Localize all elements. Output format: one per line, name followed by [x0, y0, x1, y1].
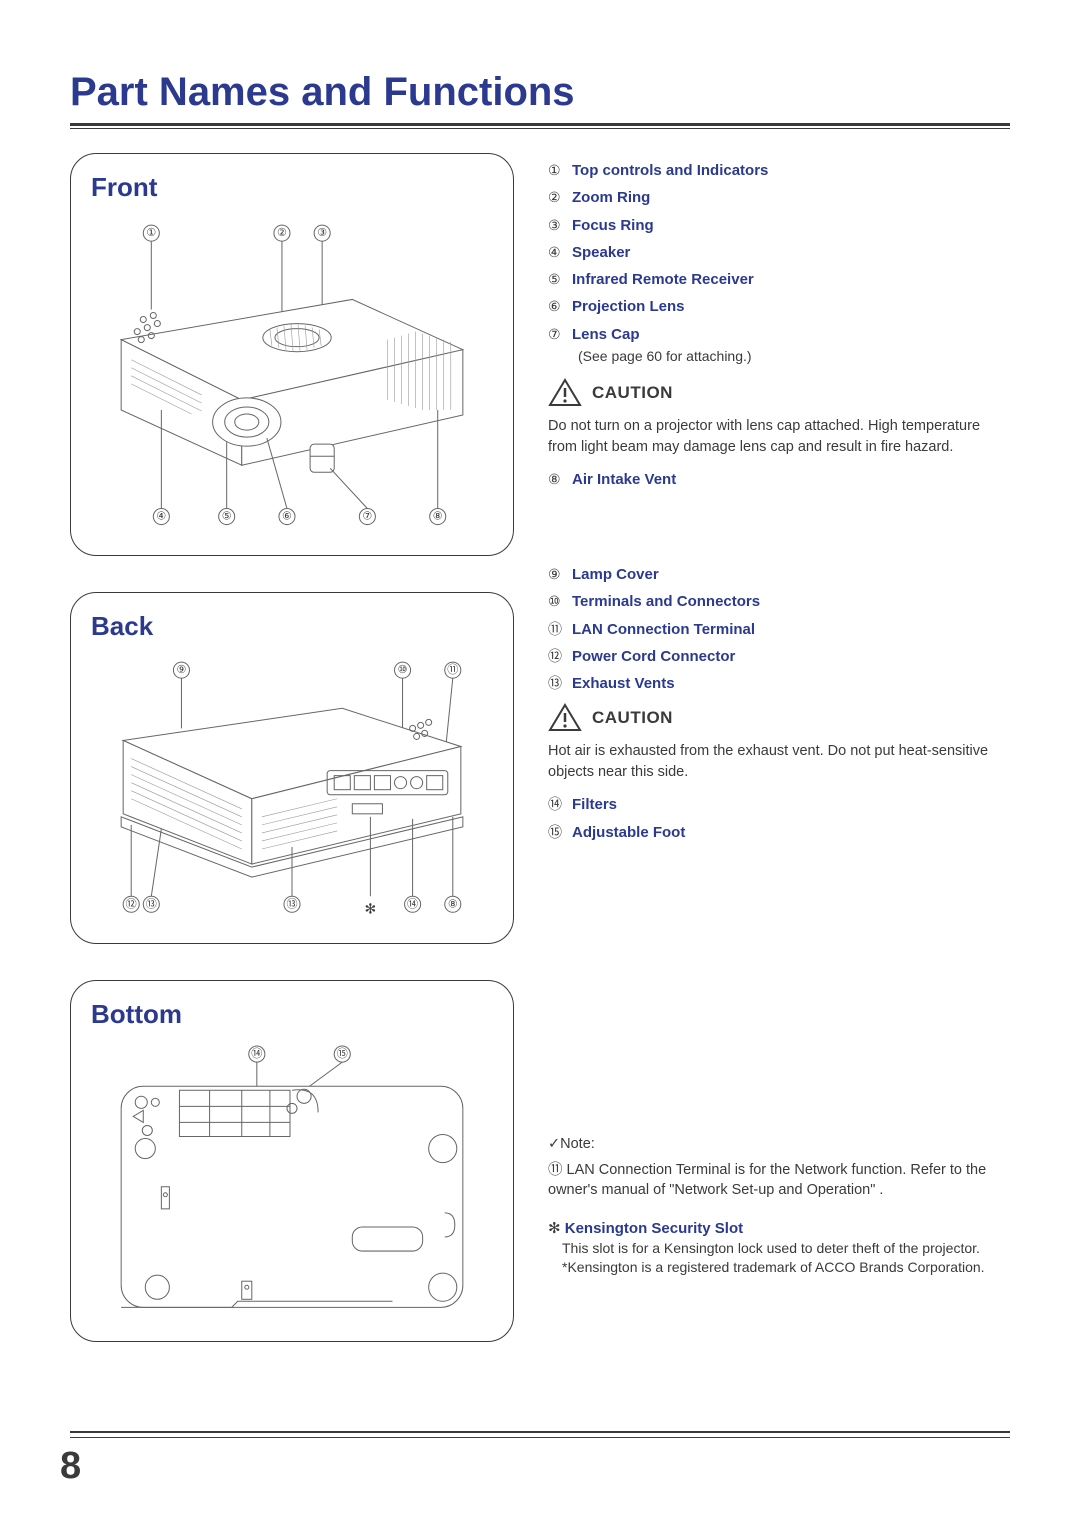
kensington-line1: This slot is for a Kensington lock used …: [562, 1239, 1008, 1258]
callout-13a: ⑬: [146, 897, 157, 910]
warning-icon: [548, 703, 582, 733]
caution-2-label: CAUTION: [592, 708, 673, 728]
callout-6: ⑥: [282, 511, 292, 523]
bottom-diagram: ⑭ ⑮: [91, 1036, 493, 1327]
caution-2-text: Hot air is exhausted from the exhaust ve…: [548, 741, 1008, 783]
left-column: Front ① ② ③: [70, 153, 514, 1342]
callout-12: ⑫: [126, 897, 137, 910]
item-15: ⑮Adjustable Foot: [548, 821, 1008, 844]
callout-4: ④: [156, 511, 166, 523]
item-9: ⑨Lamp Cover: [548, 563, 1008, 586]
item-2: ②Zoom Ring: [548, 186, 1008, 209]
callout-13b: ⑬: [286, 897, 297, 910]
callout-8b: ⑧: [448, 898, 458, 910]
footer-rule-thin: [70, 1437, 1010, 1438]
title-rule-thin: [70, 128, 1010, 129]
callout-10: ⑩: [398, 664, 408, 676]
panel-front: Front ① ② ③: [70, 153, 514, 556]
item-11: ⑪LAN Connection Terminal: [548, 618, 1008, 641]
right-column: ①Top controls and Indicators ②Zoom Ring …: [548, 153, 1008, 1342]
item-3: ③Focus Ring: [548, 214, 1008, 237]
item-14: ⑭Filters: [548, 793, 1008, 816]
callout-5: ⑤: [222, 511, 232, 523]
item-1: ①Top controls and Indicators: [548, 159, 1008, 182]
footer-rule: [70, 1431, 1010, 1433]
page: Part Names and Functions Front ① ② ③: [0, 0, 1080, 1528]
note-block: ✓Note: ⑪ LAN Connection Terminal is for …: [548, 1134, 1008, 1201]
callout-3: ③: [317, 227, 327, 239]
item-7: ⑦Lens Cap: [548, 323, 1008, 346]
item-8: ⑧Air Intake Vent: [548, 468, 1008, 491]
item-5: ⑤Infrared Remote Receiver: [548, 268, 1008, 291]
front-diagram: ① ② ③: [91, 209, 493, 541]
callout-9: ⑨: [177, 664, 187, 676]
kensington-title: ✻ Kensington Security Slot: [548, 1219, 1008, 1237]
columns: Front ① ② ③: [70, 153, 1010, 1342]
caution-1: CAUTION: [548, 378, 1008, 408]
callout-1: ①: [146, 227, 156, 239]
back-diagram: ⑨ ⑩ ⑪: [91, 648, 493, 929]
spacer2: [548, 533, 1008, 563]
callout-star: ✻: [364, 900, 376, 916]
panel-bottom: Bottom ⑭ ⑮: [70, 980, 514, 1342]
warning-icon: [548, 378, 582, 408]
callout-14: ⑭: [407, 897, 418, 910]
item-13: ⑬Exhaust Vents: [548, 672, 1008, 695]
note-text: ⑪ LAN Connection Terminal is for the Net…: [548, 1160, 1008, 1201]
callout-14b: ⑭: [251, 1047, 262, 1060]
kensington-line2: *Kensington is a registered trademark of…: [562, 1258, 1008, 1277]
front-items: ①Top controls and Indicators ②Zoom Ring …: [548, 159, 1008, 346]
front-items-after: ⑧Air Intake Vent: [548, 468, 1008, 491]
caution-1-text: Do not turn on a projector with lens cap…: [548, 416, 1008, 458]
callout-11: ⑪: [447, 663, 458, 676]
item-6: ⑥Projection Lens: [548, 295, 1008, 318]
caution-1-label: CAUTION: [592, 383, 673, 403]
caution-2: CAUTION: [548, 703, 1008, 733]
callout-7: ⑦: [362, 511, 372, 523]
panel-back: Back ⑨ ⑩ ⑪: [70, 592, 514, 944]
callout-15: ⑮: [337, 1047, 348, 1060]
title-rule: [70, 123, 1010, 126]
back-items: ⑨Lamp Cover ⑩Terminals and Connectors ⑪L…: [548, 563, 1008, 695]
note-title: ✓Note:: [548, 1134, 1008, 1154]
page-title: Part Names and Functions: [70, 70, 1010, 115]
panel-bottom-title: Bottom: [91, 999, 493, 1030]
item-10: ⑩Terminals and Connectors: [548, 590, 1008, 613]
callout-2: ②: [277, 227, 287, 239]
item-4: ④Speaker: [548, 241, 1008, 264]
panel-front-title: Front: [91, 172, 493, 203]
kensington-block: ✻ Kensington Security Slot This slot is …: [548, 1219, 1008, 1277]
page-number: 8: [60, 1445, 81, 1488]
back-items-after: ⑭Filters ⑮Adjustable Foot: [548, 793, 1008, 844]
item-12: ⑫Power Cord Connector: [548, 645, 1008, 668]
callout-8: ⑧: [433, 511, 443, 523]
spacer: [548, 495, 1008, 533]
panel-back-title: Back: [91, 611, 493, 642]
lens-cap-note: (See page 60 for attaching.): [578, 348, 1008, 364]
